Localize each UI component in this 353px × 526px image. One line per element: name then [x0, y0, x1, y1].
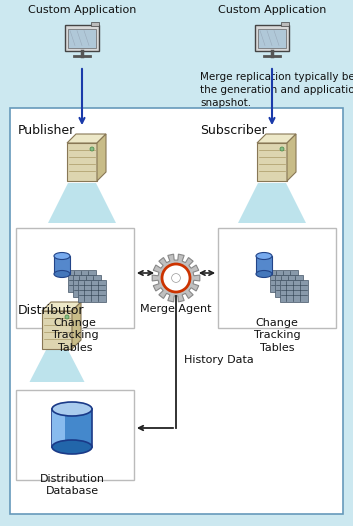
FancyBboxPatch shape	[16, 390, 134, 480]
FancyBboxPatch shape	[256, 256, 272, 274]
FancyBboxPatch shape	[280, 280, 308, 302]
Text: Subscriber: Subscriber	[200, 124, 267, 137]
Text: Distributor: Distributor	[18, 304, 84, 317]
Circle shape	[65, 315, 69, 319]
Circle shape	[162, 264, 190, 292]
FancyBboxPatch shape	[78, 280, 106, 302]
Ellipse shape	[52, 440, 92, 454]
Text: Publisher: Publisher	[18, 124, 75, 137]
Polygon shape	[67, 134, 106, 143]
Polygon shape	[72, 302, 81, 349]
FancyBboxPatch shape	[258, 28, 286, 47]
FancyBboxPatch shape	[0, 0, 353, 140]
Circle shape	[172, 274, 180, 282]
Circle shape	[280, 147, 284, 151]
Polygon shape	[97, 134, 106, 181]
FancyBboxPatch shape	[281, 22, 289, 26]
Text: Change
Tracking
Tables: Change Tracking Tables	[52, 318, 98, 353]
FancyBboxPatch shape	[255, 25, 289, 51]
Ellipse shape	[256, 252, 272, 259]
FancyBboxPatch shape	[54, 256, 70, 274]
FancyBboxPatch shape	[68, 270, 96, 292]
Ellipse shape	[256, 270, 272, 278]
FancyBboxPatch shape	[270, 270, 298, 292]
Polygon shape	[257, 134, 296, 143]
FancyBboxPatch shape	[16, 228, 134, 328]
Text: Merge Agent: Merge Agent	[140, 304, 212, 314]
Ellipse shape	[54, 270, 70, 278]
Polygon shape	[42, 302, 81, 311]
Text: Change
Tracking
Tables: Change Tracking Tables	[254, 318, 300, 353]
FancyBboxPatch shape	[42, 311, 72, 349]
FancyBboxPatch shape	[68, 28, 96, 47]
FancyBboxPatch shape	[65, 25, 99, 51]
FancyBboxPatch shape	[257, 143, 287, 181]
FancyBboxPatch shape	[73, 275, 101, 297]
Polygon shape	[30, 350, 84, 382]
FancyBboxPatch shape	[91, 22, 99, 26]
FancyBboxPatch shape	[67, 143, 97, 181]
Text: Custom Application: Custom Application	[218, 5, 326, 15]
Text: Distribution
Database: Distribution Database	[40, 474, 104, 497]
Polygon shape	[152, 254, 200, 302]
FancyBboxPatch shape	[218, 228, 336, 328]
Text: Custom Application: Custom Application	[28, 5, 136, 15]
FancyBboxPatch shape	[275, 275, 303, 297]
FancyBboxPatch shape	[52, 409, 65, 447]
Circle shape	[90, 147, 94, 151]
Polygon shape	[287, 134, 296, 181]
Ellipse shape	[52, 402, 92, 416]
Polygon shape	[48, 183, 116, 223]
FancyBboxPatch shape	[10, 108, 343, 514]
Ellipse shape	[54, 252, 70, 259]
FancyBboxPatch shape	[52, 409, 92, 447]
Text: Merge replication typically begins with
the generation and application of the
sn: Merge replication typically begins with …	[200, 72, 353, 108]
Polygon shape	[238, 183, 306, 223]
Text: History Data: History Data	[184, 355, 254, 365]
